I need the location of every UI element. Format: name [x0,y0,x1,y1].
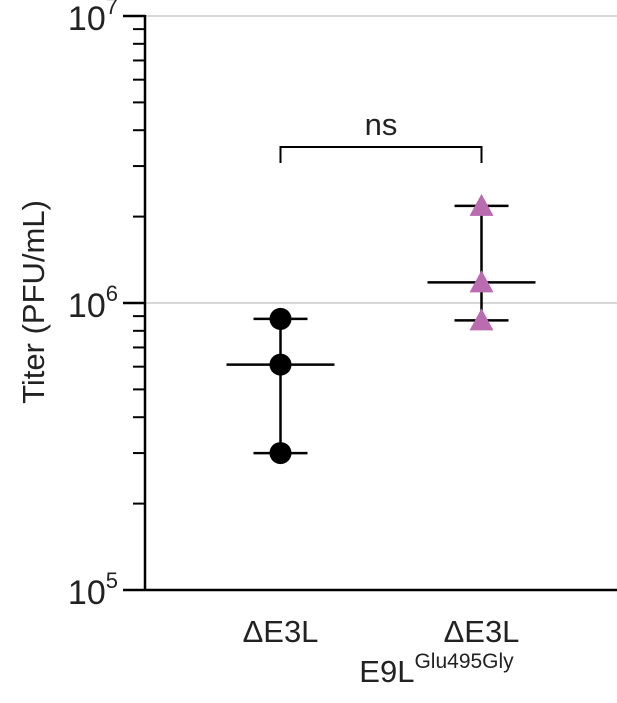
data-point [469,193,494,216]
data-point [269,353,292,376]
x-tick-label: ΔE3L [243,614,319,649]
data-point [469,270,494,293]
significance-label: ns [365,107,398,142]
x-tick-label: ΔE3L E9LGlu495Gly [359,614,519,689]
y-tick-exponent: 6 [106,281,118,306]
y-tick-label: 107 [68,0,118,38]
y-tick-label: 105 [68,568,118,612]
y-tick-exponent: 7 [106,0,118,19]
x-tick-line: E9L [359,654,414,689]
x-tick-superscript: Glu495Gly [414,650,514,673]
significance-bracket [279,146,483,163]
y-tick-exponent: 5 [106,568,118,593]
y-axis-label: Titer (PFU/mL) [16,200,51,404]
y-tick-base: 10 [68,0,106,38]
y-tick-base: 10 [68,574,106,612]
y-tick-base: 10 [68,287,106,325]
x-tick-line: ΔE3L [444,614,520,649]
data-point [469,308,494,331]
data-point [269,307,292,330]
data-point [269,442,292,465]
y-tick-label: 106 [68,281,118,325]
